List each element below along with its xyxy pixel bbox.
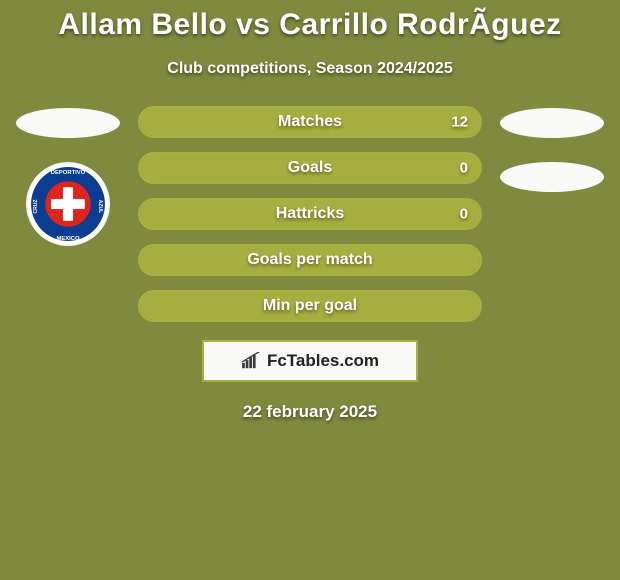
stat-value-right: 0 — [460, 160, 468, 177]
stat-bar-min-per-goal: Min per goal — [138, 290, 482, 322]
stat-bar-hattricks: Hattricks 0 — [138, 198, 482, 230]
left-player-avatar — [16, 108, 120, 138]
page-root: Allam Bello vs Carrillo RodrÃ­guez Club … — [0, 0, 620, 580]
stat-label: Goals — [288, 159, 332, 177]
svg-text:DEPORTIVO: DEPORTIVO — [51, 170, 86, 176]
right-club-avatar — [500, 162, 604, 192]
svg-text:AZUL: AZUL — [97, 200, 103, 213]
svg-text:CRUZ: CRUZ — [33, 200, 39, 214]
stat-label: Hattricks — [276, 205, 344, 223]
left-club-badge: DEPORTIVO MEXICO CRUZ AZUL — [26, 162, 110, 246]
right-player-avatar — [500, 108, 604, 138]
page-subtitle: Club competitions, Season 2024/2025 — [0, 60, 620, 78]
bar-chart-icon — [241, 352, 263, 370]
stat-label: Matches — [278, 113, 342, 131]
stat-label: Goals per match — [247, 251, 372, 269]
page-title: Allam Bello vs Carrillo RodrÃ­guez — [0, 0, 620, 42]
stat-label: Min per goal — [263, 297, 357, 315]
brand-box[interactable]: FcTables.com — [202, 340, 418, 382]
stat-bar-goals-per-match: Goals per match — [138, 244, 482, 276]
stat-bars: Matches 12 Goals 0 Hattricks 0 Goals per… — [138, 106, 482, 322]
stat-bar-matches: Matches 12 — [138, 106, 482, 138]
left-player-column: DEPORTIVO MEXICO CRUZ AZUL — [8, 106, 128, 322]
brand-text: FcTables.com — [267, 351, 379, 371]
comparison-area: DEPORTIVO MEXICO CRUZ AZUL Matches 12 — [0, 106, 620, 322]
stat-value-right: 0 — [460, 206, 468, 223]
stat-value-right: 12 — [451, 114, 468, 131]
stat-bar-goals: Goals 0 — [138, 152, 482, 184]
cruz-azul-icon: DEPORTIVO MEXICO CRUZ AZUL — [26, 162, 110, 246]
svg-text:MEXICO: MEXICO — [56, 236, 80, 242]
right-player-column — [492, 106, 612, 322]
date-text: 22 february 2025 — [0, 402, 620, 422]
